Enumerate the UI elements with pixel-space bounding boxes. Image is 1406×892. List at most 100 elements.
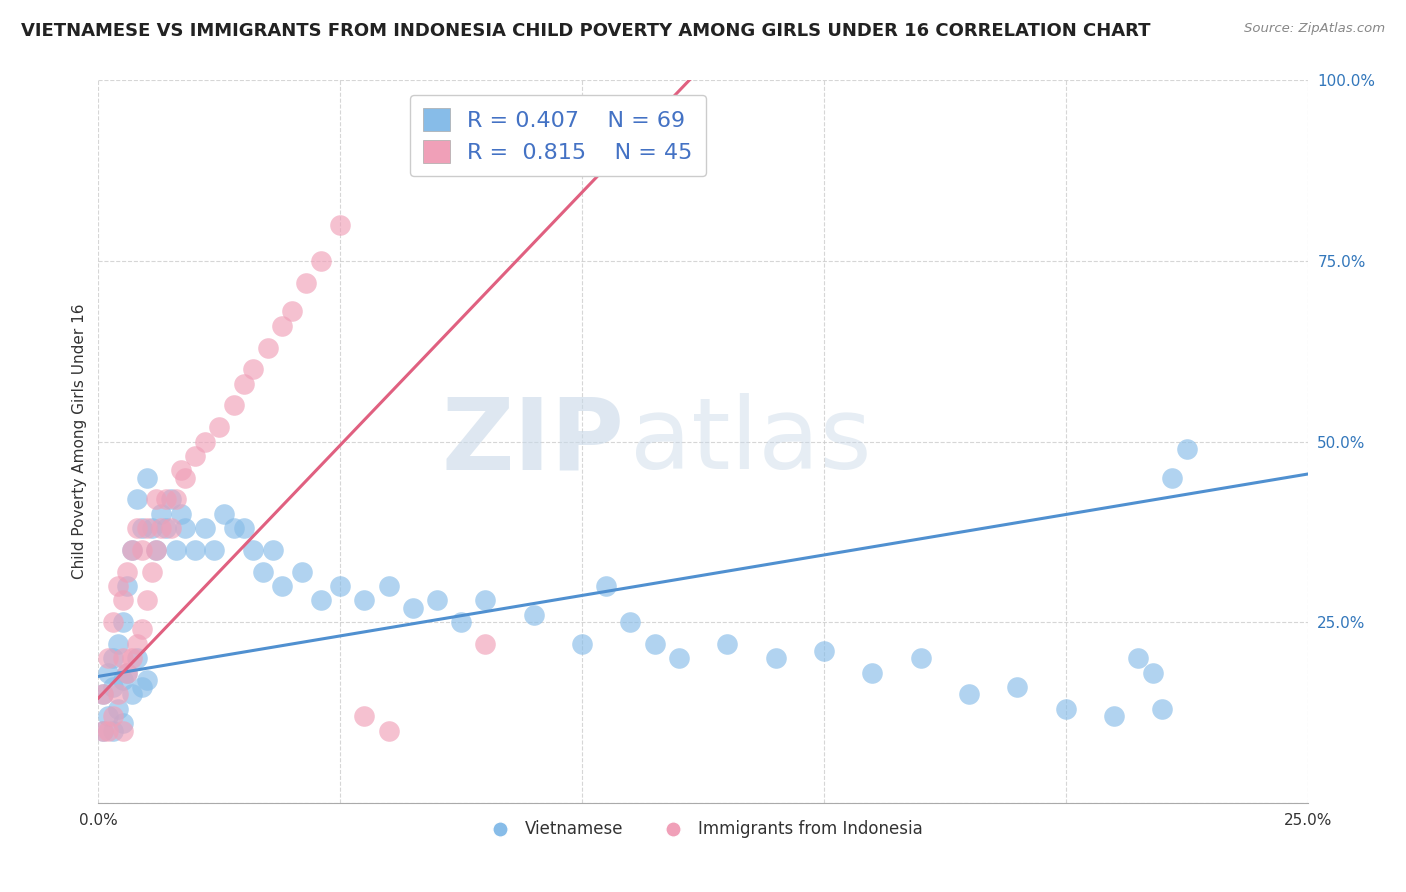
Point	[450, 615, 472, 630]
Point	[1007, 680, 1029, 694]
Point	[145, 542, 167, 557]
Point	[97, 665, 120, 680]
Point	[1102, 709, 1125, 723]
Point	[141, 565, 163, 579]
Point	[242, 542, 264, 557]
Point	[174, 470, 197, 484]
Point	[271, 579, 294, 593]
Point	[135, 593, 157, 607]
Point	[97, 709, 120, 723]
Text: Source: ZipAtlas.com: Source: ZipAtlas.com	[1244, 22, 1385, 36]
Point	[281, 304, 304, 318]
Point	[117, 665, 139, 680]
Point	[474, 637, 496, 651]
Point	[194, 434, 217, 449]
Point	[765, 651, 787, 665]
Point	[127, 637, 149, 651]
Point	[1152, 702, 1174, 716]
Point	[165, 492, 187, 507]
Point	[813, 644, 835, 658]
Point	[111, 716, 134, 731]
Point	[127, 651, 149, 665]
Point	[121, 542, 143, 557]
Point	[131, 680, 153, 694]
Point	[135, 470, 157, 484]
Point	[131, 542, 153, 557]
Point	[117, 565, 139, 579]
Point	[523, 607, 546, 622]
Point	[184, 542, 207, 557]
Point	[860, 665, 883, 680]
Point	[174, 521, 197, 535]
Point	[135, 673, 157, 687]
Point	[160, 521, 183, 535]
Point	[121, 542, 143, 557]
Point	[97, 723, 120, 738]
Point	[141, 521, 163, 535]
Point	[204, 542, 226, 557]
Point	[127, 492, 149, 507]
Point	[184, 449, 207, 463]
Point	[571, 637, 593, 651]
Point	[232, 376, 254, 391]
Point	[595, 579, 617, 593]
Text: ZIP: ZIP	[441, 393, 624, 490]
Point	[111, 615, 134, 630]
Point	[271, 318, 294, 333]
Point	[910, 651, 932, 665]
Point	[155, 492, 177, 507]
Point	[131, 623, 153, 637]
Point	[107, 637, 129, 651]
Point	[290, 565, 312, 579]
Point	[169, 463, 191, 477]
Point	[135, 521, 157, 535]
Point	[256, 341, 278, 355]
Point	[91, 687, 114, 701]
Point	[329, 218, 352, 232]
Point	[160, 492, 183, 507]
Text: VIETNAMESE VS IMMIGRANTS FROM INDONESIA CHILD POVERTY AMONG GIRLS UNDER 16 CORRE: VIETNAMESE VS IMMIGRANTS FROM INDONESIA …	[21, 22, 1150, 40]
Point	[101, 615, 124, 630]
Point	[377, 723, 399, 738]
Point	[252, 565, 274, 579]
Point	[107, 687, 129, 701]
Point	[101, 651, 124, 665]
Point	[169, 507, 191, 521]
Point	[111, 723, 134, 738]
Point	[1161, 470, 1184, 484]
Point	[329, 579, 352, 593]
Point	[194, 521, 217, 535]
Point	[165, 542, 187, 557]
Text: atlas: atlas	[630, 393, 872, 490]
Point	[716, 637, 738, 651]
Point	[150, 507, 173, 521]
Point	[644, 637, 666, 651]
Point	[619, 615, 641, 630]
Point	[957, 687, 980, 701]
Point	[295, 276, 318, 290]
Point	[1142, 665, 1164, 680]
Point	[212, 507, 235, 521]
Point	[309, 593, 332, 607]
Point	[91, 723, 114, 738]
Point	[101, 680, 124, 694]
Point	[353, 709, 375, 723]
Point	[262, 542, 284, 557]
Point	[121, 651, 143, 665]
Point	[150, 521, 173, 535]
Point	[208, 420, 231, 434]
Point	[117, 579, 139, 593]
Point	[474, 593, 496, 607]
Point	[222, 398, 245, 412]
Point	[127, 521, 149, 535]
Point	[155, 521, 177, 535]
Point	[107, 579, 129, 593]
Point	[97, 651, 120, 665]
Point	[242, 362, 264, 376]
Point	[111, 593, 134, 607]
Point	[107, 702, 129, 716]
Point	[232, 521, 254, 535]
Point	[402, 600, 425, 615]
Point	[91, 687, 114, 701]
Point	[145, 542, 167, 557]
